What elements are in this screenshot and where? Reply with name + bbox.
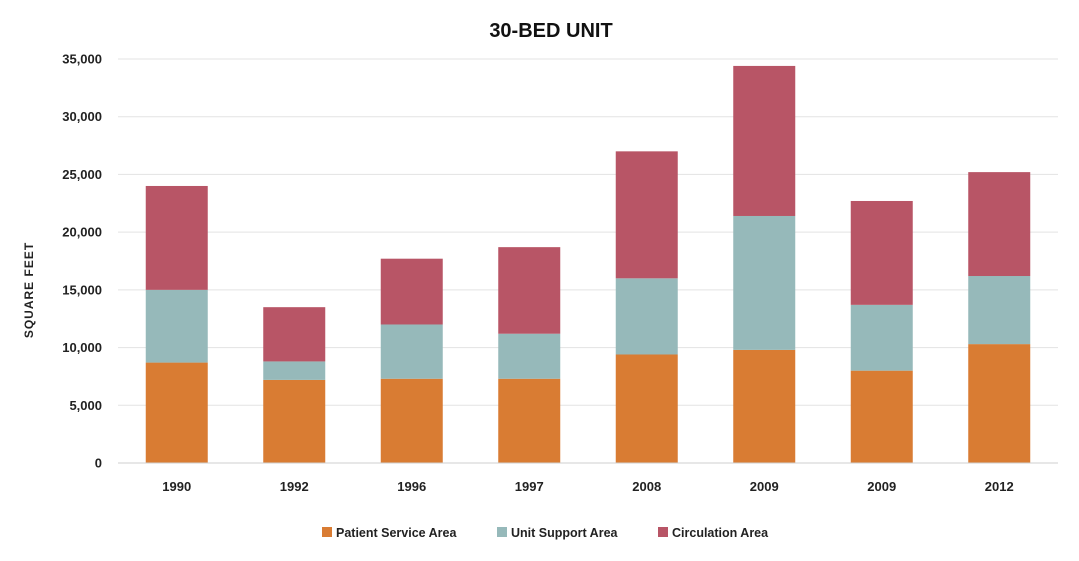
bar-segment-circulation-area [615,151,678,279]
legend-swatch [322,527,332,537]
x-axis-ticks: 1990 1992 1996 1997 2008 2009 2009 2012 [162,479,1013,494]
y-tick-label: 35,000 [62,52,102,67]
x-tick-label: 2012 [985,479,1014,494]
bar-segment-patient-service-area [380,378,443,463]
bars [145,65,1031,463]
bar-segment-patient-service-area [615,354,678,463]
bar-segment-unit-support-area [263,361,326,380]
bar-segment-patient-service-area [145,362,208,463]
bar-segment-circulation-area [968,172,1031,277]
y-tick-label: 5,000 [69,398,102,413]
gridlines [118,58,1058,406]
chart-title: 30-BED UNIT [489,20,612,42]
bar-segment-unit-support-area [615,278,678,355]
bar-segment-patient-service-area [850,370,913,463]
y-tick-label: 10,000 [62,340,102,355]
x-tick-label: 1992 [280,479,309,494]
y-axis-label: SQUARE FEET [22,242,36,338]
bar-segment-unit-support-area [145,289,208,363]
bar-segment-unit-support-area [733,215,796,350]
y-tick-label: 20,000 [62,225,102,240]
bar-segment-circulation-area [263,307,326,362]
bar-segment-patient-service-area [733,349,796,463]
bar-segment-unit-support-area [380,324,443,379]
legend-label: Circulation Area [672,526,769,540]
legend-label: Patient Service Area [336,526,457,540]
x-tick-label: 2008 [632,479,661,494]
bar-segment-circulation-area [850,200,913,305]
bar-segment-unit-support-area [968,276,1031,345]
bar-segment-circulation-area [145,185,208,290]
legend: Patient Service Area Unit Support Area Cir… [322,526,769,540]
bar-segment-patient-service-area [498,378,561,463]
y-tick-label: 25,000 [62,167,102,182]
bar-segment-patient-service-area [263,379,326,463]
x-tick-label: 1997 [515,479,544,494]
bar-segment-patient-service-area [968,344,1031,463]
bar-segment-circulation-area [380,258,443,325]
bar-segment-unit-support-area [850,304,913,371]
legend-swatch [658,527,668,537]
y-tick-label: 15,000 [62,282,102,297]
bar-segment-circulation-area [498,247,561,334]
legend-label: Unit Support Area [511,526,619,540]
x-tick-label: 2009 [867,479,896,494]
y-tick-label: 30,000 [62,109,102,124]
x-tick-label: 2009 [750,479,779,494]
bar-segment-circulation-area [733,65,796,216]
x-tick-label: 1990 [162,479,191,494]
bar-segment-unit-support-area [498,333,561,379]
y-tick-label: 0 [95,456,102,471]
y-axis-ticks: 0 5,000 10,000 15,000 20,000 25,000 30,000 35,0… [62,52,102,471]
legend-swatch [497,527,507,537]
x-tick-label: 1996 [397,479,426,494]
